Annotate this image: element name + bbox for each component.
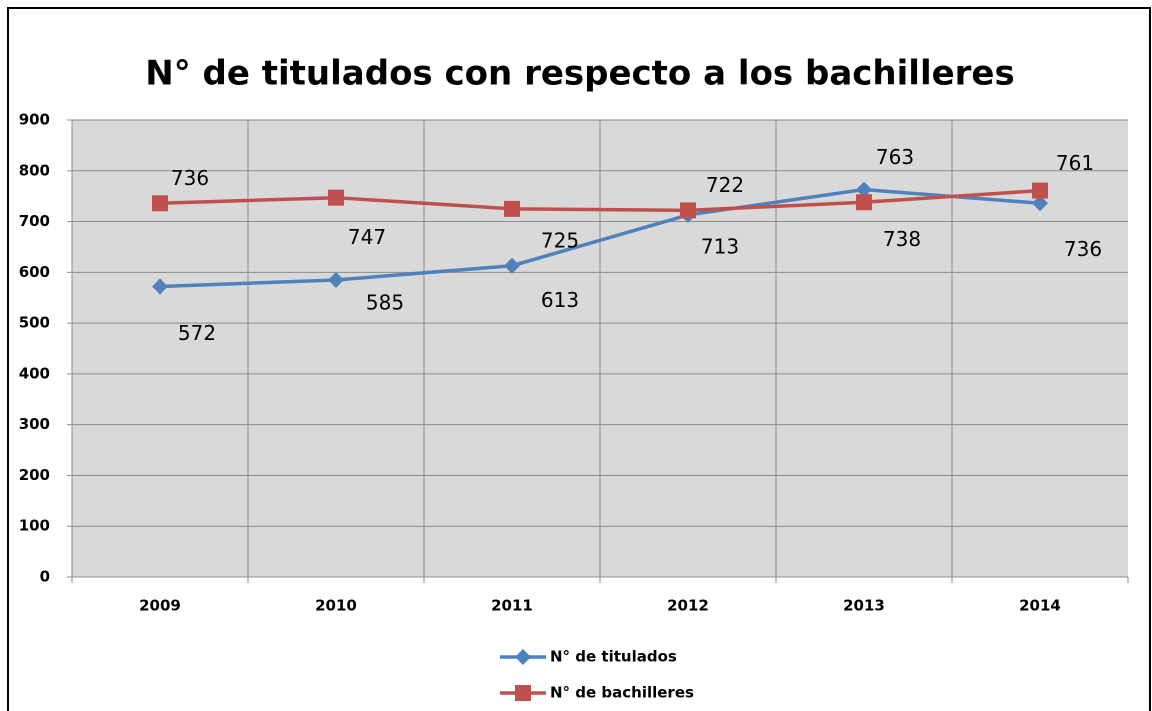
y-tick-label: 0 [40, 568, 50, 586]
marker [504, 200, 520, 217]
data-label: 585 [366, 290, 404, 314]
x-tick-label: 2012 [667, 597, 709, 615]
marker [152, 278, 168, 295]
legend-label: N° de titulados [550, 648, 677, 666]
marker [680, 202, 696, 219]
marker [328, 271, 344, 288]
data-label: 613 [541, 288, 579, 312]
y-tick-label: 700 [19, 212, 50, 230]
marker [856, 181, 872, 198]
series-line [159, 187, 1041, 289]
y-tick-label: 400 [19, 364, 50, 382]
y-tick-label: 500 [19, 314, 50, 332]
marker [152, 195, 168, 212]
y-tick-label: 300 [19, 415, 50, 433]
x-tick-label: 2011 [491, 597, 533, 615]
marker [856, 194, 872, 211]
series-line [159, 188, 1041, 213]
marker [1032, 182, 1048, 199]
x-tick-label: 2013 [843, 597, 885, 615]
data-label: 572 [178, 321, 216, 345]
y-tick-label: 600 [19, 263, 50, 281]
data-label: 763 [876, 145, 914, 169]
marker [504, 257, 520, 274]
data-label: 725 [541, 228, 579, 252]
data-label: 747 [348, 225, 386, 249]
y-tick-label: 800 [19, 161, 50, 179]
chart-title: N° de titulados con respecto a los bachi… [145, 54, 1014, 94]
marker [328, 189, 344, 206]
data-label: 713 [701, 234, 739, 258]
legend-marker [515, 649, 531, 665]
y-tick-label: 200 [19, 466, 50, 484]
data-label: 722 [706, 173, 744, 197]
x-tick-label: 2009 [139, 597, 181, 615]
y-tick-label: 900 [19, 111, 50, 129]
x-tick-label: 2014 [1019, 597, 1061, 615]
data-label: 736 [1064, 237, 1102, 261]
data-label: 738 [883, 227, 921, 251]
x-tick-label: 2010 [315, 597, 357, 615]
legend-marker [515, 685, 531, 701]
data-label: 761 [1056, 151, 1094, 175]
marker [1032, 195, 1048, 212]
y-tick-label: 100 [19, 517, 50, 535]
data-label: 736 [171, 166, 209, 190]
legend-label: N° de bachilleres [550, 684, 694, 702]
